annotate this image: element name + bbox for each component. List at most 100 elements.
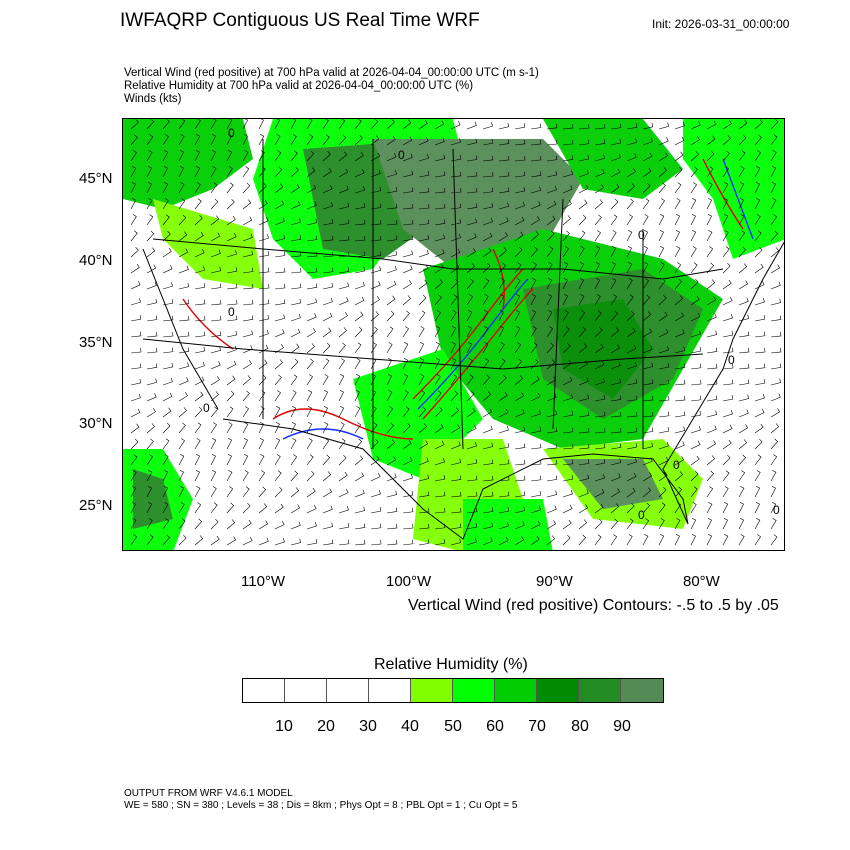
colorbar-label: 40 — [401, 718, 419, 735]
wind-barb — [226, 345, 237, 354]
wind-barb — [146, 393, 157, 402]
wind-barb — [130, 378, 142, 386]
wind-barb — [338, 506, 349, 514]
wind-barb — [354, 523, 366, 530]
wind-barb — [690, 182, 697, 194]
wind-barb — [594, 294, 601, 306]
wind-barb — [338, 471, 348, 482]
wind-barb — [626, 278, 633, 290]
wind-barb — [674, 151, 684, 162]
wind-barb — [386, 507, 398, 514]
wind-barb — [530, 392, 541, 402]
wind-barb — [194, 231, 204, 242]
wind-barb — [306, 251, 318, 258]
wind-barb — [722, 439, 732, 450]
wind-barb — [450, 358, 457, 370]
wind-barb — [450, 407, 460, 418]
wind-barb — [706, 486, 714, 498]
wind-barb — [130, 347, 142, 354]
wind-barb — [578, 199, 588, 210]
wind-barb — [226, 119, 233, 130]
wind-barb — [610, 123, 622, 130]
wind-barb — [466, 121, 477, 130]
wind-barb — [754, 347, 766, 354]
wind-barb — [146, 298, 158, 306]
wind-barb — [706, 230, 713, 242]
wind-barb — [402, 326, 409, 338]
wind-barb — [514, 310, 520, 322]
wind-barb — [178, 518, 186, 530]
wind-barb — [338, 406, 345, 418]
wind-barb — [530, 246, 538, 258]
wind-barb — [162, 182, 169, 194]
wind-barb — [770, 486, 776, 498]
wind-barb — [386, 523, 398, 530]
wind-barb — [658, 411, 670, 418]
wind-barb — [754, 166, 761, 178]
wind-barb — [418, 219, 430, 226]
wind-barb — [642, 214, 649, 226]
wind-barb — [402, 310, 410, 322]
state-and-coast-boundaries — [142, 139, 784, 540]
wind-barb — [546, 230, 555, 242]
wind-barb — [706, 246, 714, 258]
wind-barb — [594, 427, 606, 434]
wind-barb — [578, 310, 586, 322]
wind-barb — [530, 294, 536, 306]
wind-barb — [482, 122, 493, 130]
wind-barb — [738, 246, 747, 258]
wind-barb — [194, 346, 206, 354]
wind-barb — [146, 518, 153, 530]
wind-barb — [514, 186, 526, 194]
wind-barb — [722, 424, 733, 434]
wind-barb — [530, 410, 541, 418]
wind-barb — [258, 344, 269, 354]
wind-barb — [274, 359, 283, 370]
wind-barb — [418, 406, 427, 418]
wind-barb — [770, 438, 779, 450]
wind-barb — [754, 534, 761, 546]
wind-barb — [706, 425, 717, 434]
wind-barb — [322, 342, 331, 354]
wind-barb — [258, 406, 265, 418]
wind-barb — [626, 153, 637, 162]
wind-barb — [418, 390, 426, 402]
wind-barb — [578, 534, 587, 546]
wind-barb — [274, 329, 285, 338]
wind-barb — [290, 422, 296, 434]
wind-barb — [162, 119, 170, 130]
wind-barb — [210, 134, 217, 146]
wind-barb — [578, 519, 588, 530]
wind-barb — [130, 393, 141, 402]
wind-barb — [210, 454, 216, 466]
wind-barb — [770, 247, 780, 258]
wind-barb — [370, 490, 381, 498]
wind-barb — [418, 264, 429, 274]
wind-barb — [130, 438, 139, 450]
subtitle-vertical-wind: Vertical Wind (red positive) at 700 hPa … — [124, 67, 539, 79]
wind-barb — [386, 135, 396, 146]
wind-barb — [210, 518, 219, 530]
wind-barb — [242, 375, 251, 386]
wind-barb — [466, 203, 478, 210]
wind-barb — [578, 246, 585, 258]
wind-barb — [658, 294, 667, 306]
wind-barb — [674, 295, 684, 306]
wind-barb — [514, 155, 526, 162]
wind-barb — [290, 267, 302, 274]
wind-barb — [626, 183, 635, 194]
wind-barb — [178, 182, 185, 194]
wind-barb — [178, 377, 189, 386]
wind-barb — [482, 262, 491, 274]
contour-label: 0 — [228, 126, 235, 140]
wind-barb — [738, 424, 749, 434]
wind-barb — [498, 443, 510, 450]
wind-barb — [450, 187, 462, 194]
wind-barb — [466, 171, 478, 178]
wind-barb — [178, 470, 184, 482]
wind-barb — [674, 166, 683, 178]
wind-barb — [722, 279, 732, 290]
wind-barb — [690, 440, 701, 450]
wind-barb — [626, 518, 634, 530]
wind-barb — [738, 214, 745, 226]
